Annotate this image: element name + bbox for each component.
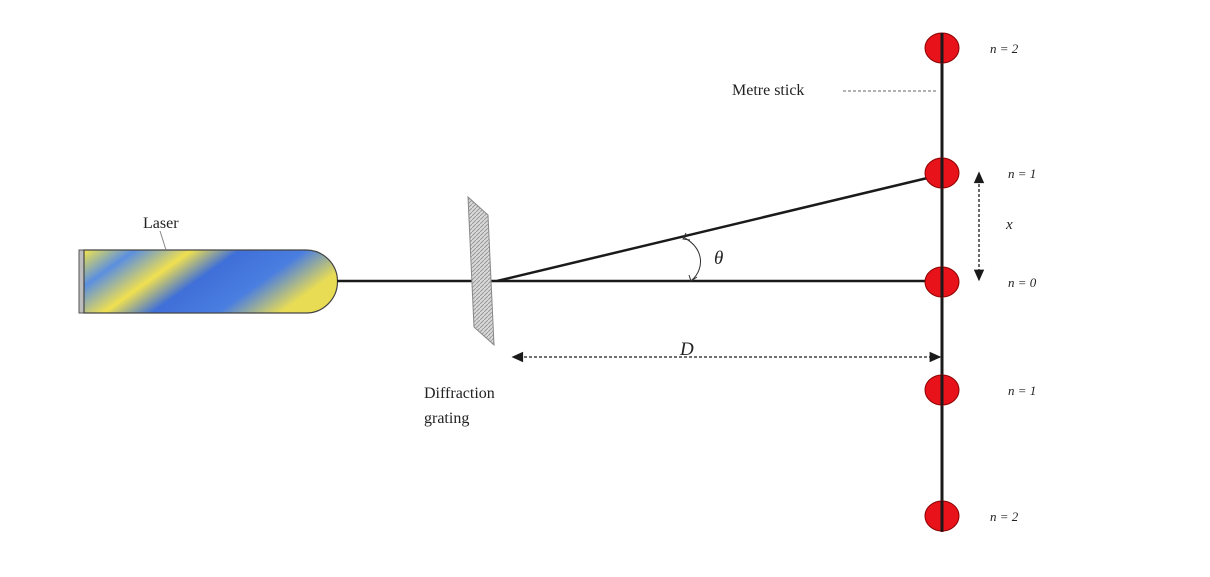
laser: [78, 249, 339, 314]
grating-label-line1: Diffraction: [424, 385, 495, 402]
spot-n1-bottom: [924, 374, 960, 406]
diffracted-ray: [496, 173, 941, 283]
spot-n2-bottom: [924, 500, 960, 532]
spot-n0: [924, 266, 960, 298]
order-label-n0: n = 0: [1008, 275, 1037, 290]
order-label-n2-bottom: n = 2: [990, 509, 1019, 524]
grating-label-line2: grating: [424, 410, 469, 427]
laser-label: Laser: [143, 215, 179, 232]
theta-label: θ: [714, 248, 723, 269]
metre-stick-label: Metre stick: [732, 82, 804, 99]
order-label-n2-top: n = 2: [990, 41, 1019, 56]
laser-label-leader: [159, 230, 167, 251]
spot-n1-top: [924, 157, 960, 189]
order-label-n1-top: n = 1: [1008, 166, 1036, 181]
x-label: x: [1005, 217, 1013, 233]
diffraction-grating: [467, 195, 495, 347]
order-label-n1-bottom: n = 1: [1008, 383, 1036, 398]
d-label: D: [679, 339, 694, 360]
angle-arc: [682, 236, 701, 281]
angle-arc-arrow-bottom: [688, 274, 698, 282]
spot-n2-top: [924, 32, 960, 64]
angle-arc-arrow-top: [682, 232, 691, 241]
